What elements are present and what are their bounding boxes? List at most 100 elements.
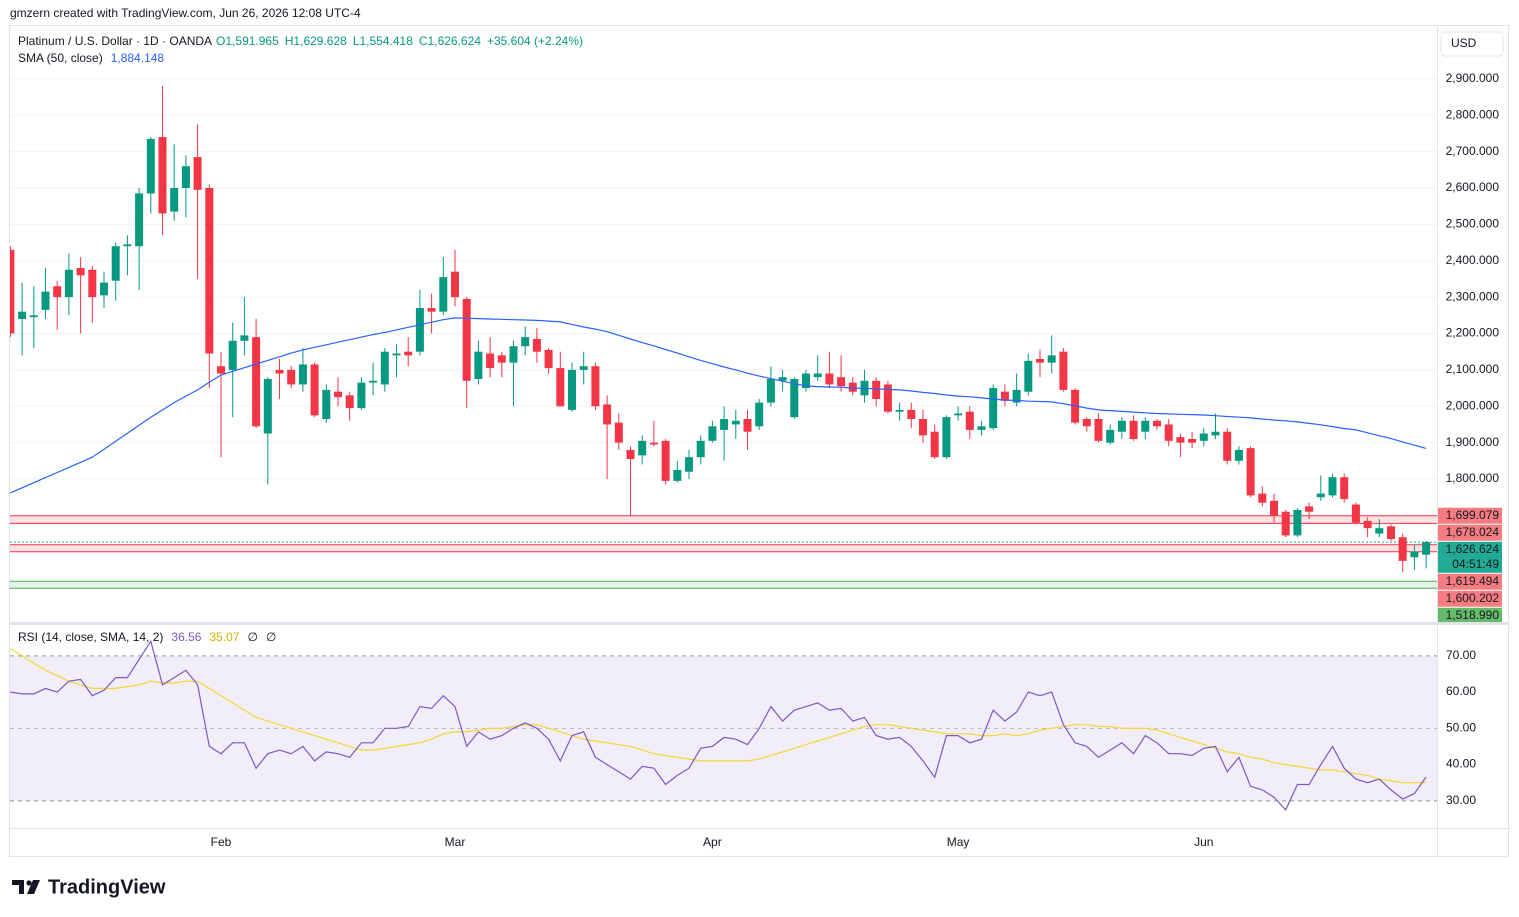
candle-body	[415, 308, 424, 352]
candle-body	[41, 291, 50, 310]
zone	[10, 544, 1437, 552]
price-label-box	[1438, 541, 1502, 573]
candle-body	[731, 420, 740, 425]
y-tick-label: 70.00	[1446, 648, 1476, 662]
x-tick-label: Apr	[703, 835, 722, 849]
candle-body	[64, 269, 73, 298]
y-tick-label: 1,800.000	[1446, 471, 1500, 485]
y-tick-label: 2,900.000	[1446, 71, 1500, 85]
candle-body	[439, 277, 448, 312]
y-tick-label: 40.00	[1446, 757, 1476, 771]
candle-body	[1106, 429, 1115, 443]
candle-body	[1199, 433, 1208, 441]
candle-body	[649, 442, 658, 445]
legend-extra: ∅	[266, 630, 276, 644]
legend-entry: SMA (50, close)	[18, 51, 103, 65]
candle-body	[1188, 439, 1197, 443]
candle-body	[813, 373, 822, 378]
candle-body	[954, 413, 963, 416]
logo-mark	[12, 880, 24, 894]
currency[interactable]: USD	[1451, 36, 1477, 50]
candle-body	[310, 364, 319, 416]
series-line	[10, 639, 1427, 811]
candle-body	[123, 244, 132, 247]
candle-body	[568, 369, 576, 410]
candle-body	[1223, 431, 1232, 461]
candle-body	[1387, 526, 1395, 540]
candle-body	[158, 137, 167, 214]
frame	[9, 25, 1509, 857]
candle-body	[661, 440, 670, 481]
price-label: 1,518.990	[1446, 608, 1500, 622]
y-tick-label: 2,100.000	[1446, 362, 1500, 376]
y-tick-label: 2,200.000	[1446, 326, 1500, 340]
candle-body	[1176, 437, 1185, 443]
candle-body	[404, 351, 413, 356]
candle-body	[181, 166, 190, 188]
candle-body	[1082, 418, 1091, 427]
logo-mark	[27, 880, 40, 894]
candle-body	[1246, 448, 1255, 496]
candle-body	[334, 391, 342, 398]
logo-mark	[26, 880, 32, 886]
candle-body	[1024, 360, 1033, 392]
candle-body	[883, 384, 892, 412]
candle-body	[1316, 493, 1325, 498]
candle-body	[1094, 418, 1103, 441]
candle-body	[88, 269, 97, 298]
candle-body	[1293, 509, 1302, 536]
candle-body	[895, 409, 904, 412]
candle-body	[521, 337, 530, 347]
candle-body	[100, 282, 108, 296]
candle-body	[743, 418, 752, 432]
candle-body	[486, 353, 495, 369]
candle-body	[1351, 504, 1360, 523]
credit: gmzern created with TradingView.com, Jun…	[10, 6, 361, 20]
series-line	[10, 648, 1427, 784]
candle-body	[790, 378, 799, 418]
legend-value: 1,884.148	[111, 51, 165, 65]
candle-body	[170, 187, 179, 212]
price-label: 1,619.494	[1446, 574, 1500, 588]
candle-body	[1059, 351, 1068, 390]
candle-body	[193, 157, 202, 190]
x-tick-label: Feb	[211, 835, 232, 849]
candle-body	[1410, 551, 1419, 558]
candle-body	[977, 426, 986, 430]
y-tick-label: 2,700.000	[1446, 144, 1500, 158]
y-tick-label: 1,900.000	[1446, 435, 1500, 449]
candle-body	[848, 382, 857, 392]
x-tick-label: Jun	[1194, 835, 1213, 849]
candle-body	[872, 380, 881, 399]
y-tick-label: 2,800.000	[1446, 107, 1500, 121]
stat: H1,629.628	[285, 34, 347, 48]
logo-text: TradingView	[48, 876, 166, 898]
currency-box[interactable]	[1440, 31, 1504, 57]
candle-body	[18, 311, 27, 319]
candle-body	[1153, 420, 1161, 427]
candle-body	[298, 364, 307, 385]
candle-body	[111, 246, 120, 281]
price-label-box	[1438, 590, 1502, 607]
candle-body	[1012, 389, 1021, 403]
candle-body	[603, 404, 612, 425]
candle-body	[638, 440, 647, 456]
stat: C1,626.624	[419, 34, 481, 48]
candle-body	[532, 338, 541, 352]
candle-body	[205, 187, 214, 354]
candle-body	[1164, 424, 1173, 441]
candle-body	[696, 440, 705, 458]
candle-body	[1363, 520, 1372, 529]
price-label: 1,600.202	[1446, 591, 1500, 605]
time-axis: Feb Mar Apr May Jun	[211, 835, 1214, 849]
candle-body	[1117, 420, 1126, 432]
candle-body	[1281, 511, 1290, 536]
price-label: 1,699.079	[1446, 508, 1500, 522]
candle-body	[509, 346, 518, 363]
candle-body	[579, 366, 588, 370]
candle-body	[53, 286, 62, 298]
candle-body	[135, 193, 144, 247]
candle-body	[217, 366, 225, 374]
